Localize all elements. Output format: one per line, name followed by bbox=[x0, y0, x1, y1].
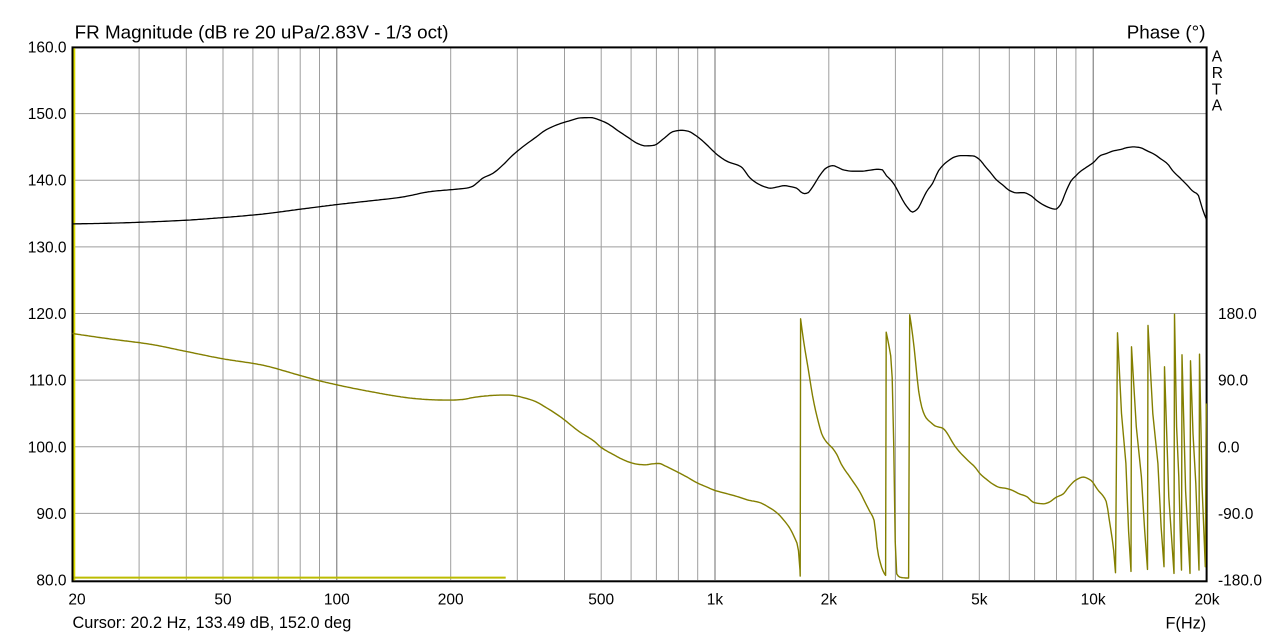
svg-text:20: 20 bbox=[68, 592, 86, 609]
svg-text:A: A bbox=[1212, 49, 1223, 66]
svg-text:100: 100 bbox=[324, 592, 350, 609]
svg-text:2k: 2k bbox=[821, 592, 838, 609]
svg-text:1k: 1k bbox=[707, 592, 724, 609]
svg-text:200: 200 bbox=[438, 592, 464, 609]
svg-text:0.0: 0.0 bbox=[1218, 439, 1240, 456]
svg-text:140.0: 140.0 bbox=[28, 173, 67, 190]
svg-text:F(Hz): F(Hz) bbox=[1166, 614, 1207, 632]
svg-text:90.0: 90.0 bbox=[36, 506, 67, 523]
svg-text:FR Magnitude (dB re 20 uPa/2.8: FR Magnitude (dB re 20 uPa/2.83V - 1/3 o… bbox=[75, 21, 449, 42]
svg-text:100.0: 100.0 bbox=[28, 439, 67, 456]
svg-text:90.0: 90.0 bbox=[1218, 373, 1249, 390]
svg-text:10k: 10k bbox=[1081, 592, 1106, 609]
svg-text:150.0: 150.0 bbox=[28, 106, 67, 123]
svg-text:T: T bbox=[1212, 81, 1222, 98]
svg-text:80.0: 80.0 bbox=[36, 573, 67, 590]
svg-text:Phase (°): Phase (°) bbox=[1127, 21, 1206, 42]
svg-text:180.0: 180.0 bbox=[1218, 306, 1257, 323]
svg-text:A: A bbox=[1212, 98, 1223, 115]
svg-text:110.0: 110.0 bbox=[29, 373, 67, 390]
svg-text:-90.0: -90.0 bbox=[1218, 506, 1254, 523]
svg-text:20k: 20k bbox=[1195, 592, 1220, 609]
svg-text:130.0: 130.0 bbox=[28, 239, 67, 256]
svg-text:R: R bbox=[1212, 65, 1223, 82]
svg-text:Cursor: 20.2 Hz, 133.49 dB, 15: Cursor: 20.2 Hz, 133.49 dB, 152.0 deg bbox=[73, 614, 352, 632]
svg-text:160.0: 160.0 bbox=[28, 39, 67, 56]
svg-text:120.0: 120.0 bbox=[28, 306, 67, 323]
svg-text:50: 50 bbox=[214, 592, 232, 609]
svg-text:5k: 5k bbox=[971, 592, 988, 609]
svg-text:-180.0: -180.0 bbox=[1218, 573, 1262, 590]
svg-text:500: 500 bbox=[588, 592, 614, 609]
